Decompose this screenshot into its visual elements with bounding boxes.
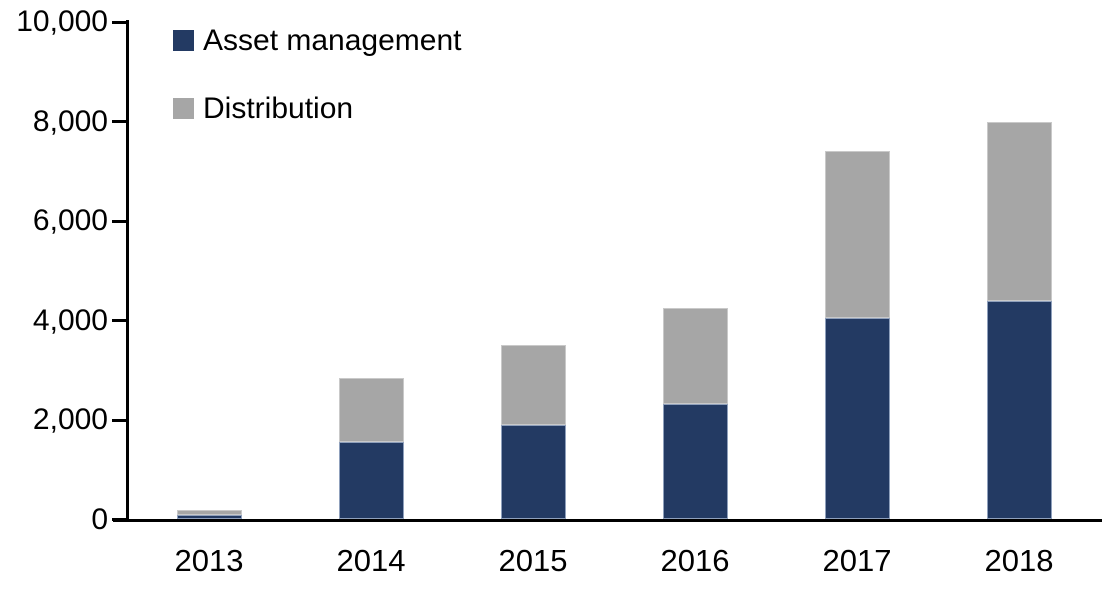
bar-segment-asset-management-2013 — [176, 514, 242, 520]
y-tick-label-10000: 10,000 — [16, 5, 108, 38]
bar-segment-asset-management-2015 — [500, 424, 566, 520]
y-tick-label-8000: 8,000 — [32, 104, 108, 138]
bar-segment-distribution-2014 — [338, 377, 404, 443]
y-tick-mark-0 — [112, 518, 126, 521]
x-tick-label-2014: 2014 — [336, 543, 406, 578]
bar-segment-distribution-2015 — [500, 345, 566, 425]
x-axis-line — [113, 519, 1102, 522]
bar-segment-distribution-2018 — [986, 121, 1052, 301]
bar-segment-distribution-2017 — [824, 151, 890, 318]
y-tick-label-6000: 6,000 — [32, 204, 108, 237]
bar-segment-distribution-2016 — [662, 308, 728, 405]
bar-segment-distribution-2013 — [176, 509, 242, 515]
legend-label-asset-management: Asset management — [203, 23, 462, 57]
x-tick-label-2015: 2015 — [498, 543, 568, 578]
legend-item-distribution: Distribution — [173, 93, 461, 123]
chart-legend: Asset management Distribution — [173, 25, 461, 165]
legend-swatch-distribution — [173, 98, 194, 119]
y-tick-mark-6000 — [112, 219, 126, 223]
x-tick-label-2016: 2016 — [660, 543, 730, 578]
y-tick-mark-4000 — [112, 319, 126, 322]
bar-segment-asset-management-2018 — [986, 300, 1052, 520]
bar-segment-asset-management-2016 — [662, 404, 728, 520]
y-tick-mark-2000 — [112, 418, 126, 422]
y-tick-mark-10000 — [112, 20, 126, 24]
y-axis-line — [126, 20, 129, 521]
x-tick-label-2017: 2017 — [822, 543, 892, 578]
y-tick-label-2000: 2,000 — [32, 403, 108, 436]
x-tick-label-2018: 2018 — [984, 543, 1054, 578]
y-tick-label-0: 0 — [91, 502, 108, 536]
y-tick-mark-8000 — [112, 120, 126, 123]
bar-segment-asset-management-2017 — [824, 318, 890, 520]
legend-label-distribution: Distribution — [203, 91, 354, 125]
legend-swatch-asset-management — [173, 30, 194, 51]
x-tick-label-2013: 2013 — [174, 543, 244, 578]
legend-item-asset-management: Asset management — [173, 25, 461, 55]
bar-segment-asset-management-2014 — [338, 442, 404, 520]
y-tick-label-4000: 4,000 — [32, 303, 108, 337]
